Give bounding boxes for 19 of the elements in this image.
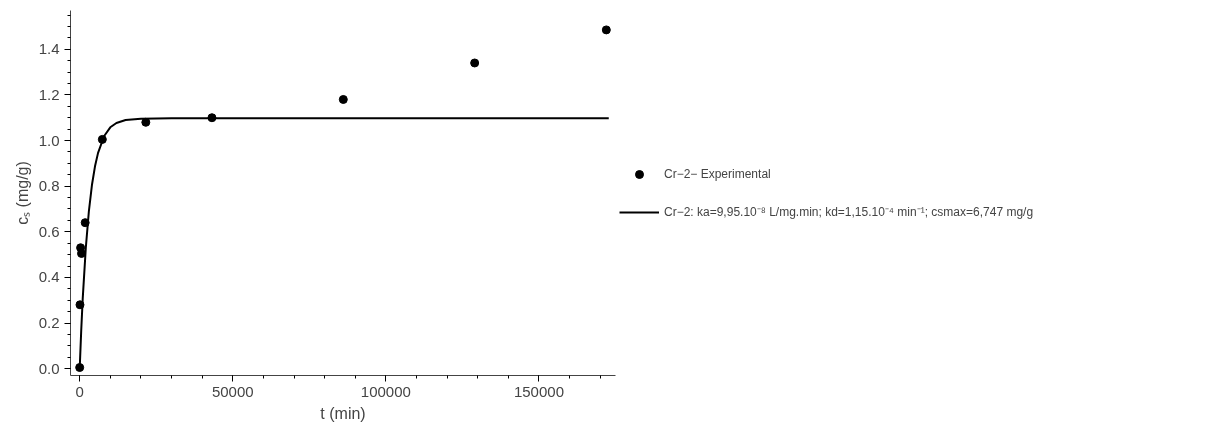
x-tick-label: 150000 [513,382,564,400]
point [470,58,480,68]
y-tick-label: 0.8 [38,177,60,195]
x-tick-label: 100000 [360,382,411,400]
x-tick-label: 0 [75,382,84,400]
y-axis-title: cₛ (mg/g) [13,161,31,225]
x-tick-label: 50000 [211,382,254,400]
y-tick-label: 1.0 [38,131,60,149]
y-tick-label: 0.2 [38,314,60,332]
legend-label: Cr−2: ka=9,95.10⁻⁸ L/mg.min; kd=1,15.10⁻⁴ min⁻¹; csmax=6,747 mg/g [664,204,1034,220]
y-tick-label: 0.0 [38,359,60,377]
legend-label: Cr−2− Experimental [664,166,771,181]
x-axis-title: t (min) [320,404,366,422]
point [338,94,348,104]
y-tick-label: 0.6 [38,222,60,240]
y-tick-label: 1.2 [38,85,60,103]
y-tick-label: 1.4 [38,40,60,58]
point [601,25,611,35]
y-tick-label: 0.4 [38,268,60,286]
